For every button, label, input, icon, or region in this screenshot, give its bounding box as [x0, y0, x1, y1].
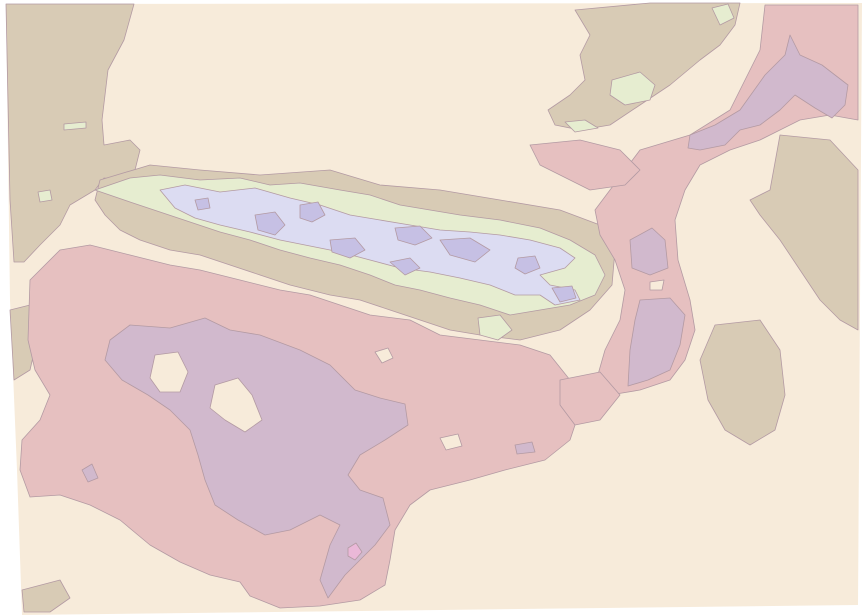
- periwinkle-pocket-5: [439, 237, 491, 263]
- cream-speck-2: [439, 433, 463, 451]
- green-zone-north-1: [609, 71, 656, 106]
- pink-zone-north-lobe: [529, 139, 641, 191]
- mauve-zone-west-spot: [81, 463, 99, 483]
- cream-hole-basin-west: [149, 351, 189, 393]
- green-zone-north-3: [564, 119, 599, 133]
- pink-zone-southeast-tail: [559, 371, 621, 426]
- tan-zone-east-upper: [749, 134, 859, 331]
- mauve-zone-northeast: [687, 34, 849, 151]
- green-zone-north-2: [711, 3, 735, 26]
- hot-pink-peak: [347, 542, 363, 561]
- cream-speck-3: [649, 279, 665, 291]
- periwinkle-pocket-1: [254, 211, 286, 236]
- periwinkle-pocket-3: [329, 237, 366, 259]
- periwinkle-pocket-9: [194, 197, 211, 211]
- mauve-zone-east-upper-pocket: [629, 227, 669, 276]
- periwinkle-pocket-2: [299, 201, 326, 223]
- periwinkle-pocket-7: [514, 255, 541, 275]
- green-zone-south-spot: [477, 314, 513, 341]
- periwinkle-pocket-4: [394, 225, 433, 246]
- tan-zone-southwest: [21, 579, 71, 613]
- tan-zone-east-lower: [699, 319, 786, 446]
- pink-zone-east-corridor: [594, 4, 859, 396]
- cream-speck-1: [374, 347, 394, 364]
- cream-hole-basin-central: [209, 377, 263, 433]
- periwinkle-pocket-8: [551, 285, 577, 303]
- tan-zone-north-central: [547, 2, 741, 131]
- green-zone-west-2: [63, 121, 87, 131]
- mauve-zone-south-spot: [514, 441, 536, 455]
- green-zone-west-1: [37, 189, 53, 203]
- mauve-zone-east-lower-pocket: [627, 297, 686, 387]
- periwinkle-pocket-6: [389, 257, 421, 276]
